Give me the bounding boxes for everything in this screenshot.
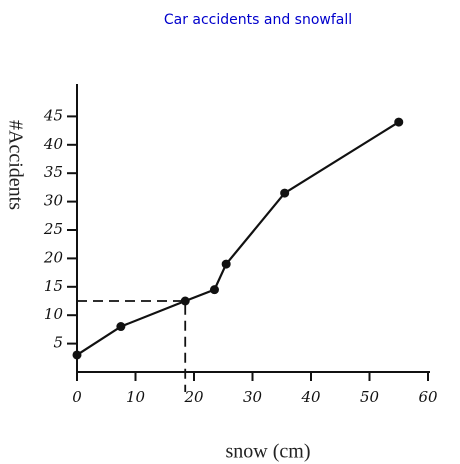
x-tick-label: 10 xyxy=(126,388,146,406)
y-tick-label: 35 xyxy=(44,163,63,181)
y-tick-label: 40 xyxy=(43,135,64,153)
x-tick-label: 50 xyxy=(360,388,380,406)
y-tick-label: 45 xyxy=(43,106,63,124)
y-tick-label: 5 xyxy=(53,334,63,352)
data-point xyxy=(209,285,219,295)
data-point xyxy=(221,259,231,269)
y-axis-label: #Accidents xyxy=(4,120,26,210)
y-tick-label: 15 xyxy=(44,277,63,295)
x-tick-label: 0 xyxy=(72,388,82,406)
x-axis-label: snow (cm) xyxy=(226,441,311,463)
x-tick-label: 20 xyxy=(183,388,204,406)
data-line xyxy=(76,121,400,356)
chart-title: Car accidents and snowfall xyxy=(164,12,352,28)
x-tick-label: 30 xyxy=(243,388,263,406)
data-point xyxy=(280,188,290,198)
data-point xyxy=(180,296,190,306)
y-tick-label: 10 xyxy=(44,305,64,323)
data-point xyxy=(394,117,404,127)
y-tick-label: 25 xyxy=(43,220,63,238)
x-tick-label: 40 xyxy=(300,388,321,406)
guide-line xyxy=(77,300,187,392)
data-point xyxy=(116,322,126,332)
y-tick-label: 30 xyxy=(44,192,64,210)
data-point xyxy=(72,350,82,360)
y-tick-label: 20 xyxy=(43,248,64,266)
x-tick-label: 60 xyxy=(418,388,438,406)
